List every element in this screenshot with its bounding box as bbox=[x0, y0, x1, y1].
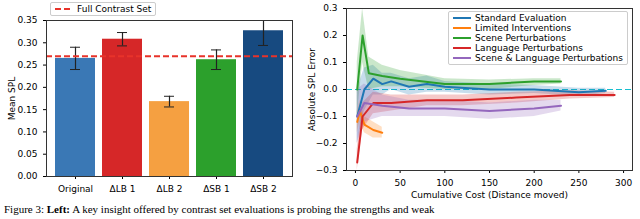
svg-text:−0.3: −0.3 bbox=[316, 165, 338, 175]
svg-text:ΔLB 1: ΔLB 1 bbox=[110, 184, 136, 194]
svg-text:0: 0 bbox=[353, 178, 359, 188]
svg-text:0.2: 0.2 bbox=[323, 30, 337, 40]
html-text:Standard Evaluation: Standard Evaluation bbox=[475, 13, 567, 23]
svg-text:100: 100 bbox=[436, 178, 453, 188]
svg-text:0.05: 0.05 bbox=[17, 149, 37, 159]
svg-text:50: 50 bbox=[394, 178, 406, 188]
svg-text:0.35: 0.35 bbox=[17, 15, 37, 25]
svg-text:150: 150 bbox=[481, 178, 498, 188]
svg-text:200: 200 bbox=[526, 178, 543, 188]
svg-text:0.20: 0.20 bbox=[17, 82, 37, 92]
svg-text:Cumulative Cost (Distance move: Cumulative Cost (Distance moved) bbox=[411, 190, 568, 200]
svg-text:−0.2: −0.2 bbox=[316, 138, 338, 148]
svg-text:0.30: 0.30 bbox=[17, 38, 37, 48]
svg-text:0.00: 0.00 bbox=[17, 171, 37, 181]
svg-text:300: 300 bbox=[615, 178, 632, 188]
svg-text:Mean SPL: Mean SPL bbox=[7, 77, 17, 121]
html-text:Language Perturbations: Language Perturbations bbox=[475, 43, 583, 53]
html-text:Scene & Language Perturbations: Scene & Language Perturbations bbox=[475, 53, 623, 63]
svg-text:250: 250 bbox=[570, 178, 587, 188]
html-text:Limited Interventions: Limited Interventions bbox=[475, 23, 572, 33]
svg-text:0.3: 0.3 bbox=[323, 3, 337, 13]
html-text:Figure 3: Left: A key insight: Figure 3: Left: A key insight offered by… bbox=[4, 203, 435, 215]
svg-text:0.10: 0.10 bbox=[17, 127, 37, 137]
svg-text:ΔSB 2: ΔSB 2 bbox=[250, 184, 277, 194]
svg-text:Absolute SPL Error: Absolute SPL Error bbox=[307, 48, 317, 131]
svg-text:−0.1: −0.1 bbox=[316, 111, 338, 121]
svg-text:ΔLB 2: ΔLB 2 bbox=[157, 184, 183, 194]
svg-text:ΔSB 1: ΔSB 1 bbox=[203, 184, 230, 194]
html-text:Full Contrast Set: Full Contrast Set bbox=[77, 4, 152, 14]
svg-text:0.0: 0.0 bbox=[323, 84, 338, 94]
svg-text:0.1: 0.1 bbox=[323, 57, 337, 67]
svg-text:Original: Original bbox=[58, 184, 93, 194]
html-text:Scene Perturbations: Scene Perturbations bbox=[475, 33, 566, 43]
svg-text:0.25: 0.25 bbox=[17, 60, 37, 70]
svg-text:0.15: 0.15 bbox=[17, 105, 37, 115]
